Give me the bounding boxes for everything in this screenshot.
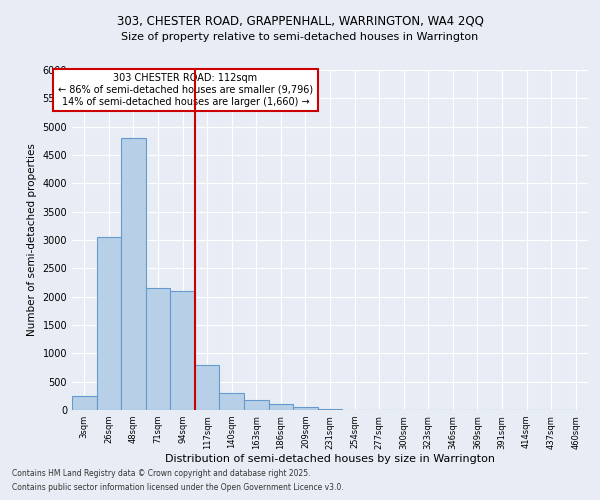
Bar [293,407,318,410]
Bar [269,404,293,410]
Bar [318,409,342,410]
X-axis label: Distribution of semi-detached houses by size in Warrington: Distribution of semi-detached houses by … [165,454,495,464]
Bar [146,288,170,410]
Text: 303, CHESTER ROAD, GRAPPENHALL, WARRINGTON, WA4 2QQ: 303, CHESTER ROAD, GRAPPENHALL, WARRINGT… [116,15,484,28]
Bar [195,364,220,410]
Bar [121,138,146,410]
Bar [220,393,244,410]
Text: Size of property relative to semi-detached houses in Warrington: Size of property relative to semi-detach… [121,32,479,42]
Y-axis label: Number of semi-detached properties: Number of semi-detached properties [27,144,37,336]
Bar [170,291,195,410]
Bar [244,400,269,410]
Bar [72,396,97,410]
Bar [97,237,121,410]
Text: Contains public sector information licensed under the Open Government Licence v3: Contains public sector information licen… [12,484,344,492]
Text: Contains HM Land Registry data © Crown copyright and database right 2025.: Contains HM Land Registry data © Crown c… [12,468,311,477]
Text: 303 CHESTER ROAD: 112sqm
← 86% of semi-detached houses are smaller (9,796)
14% o: 303 CHESTER ROAD: 112sqm ← 86% of semi-d… [58,74,313,106]
